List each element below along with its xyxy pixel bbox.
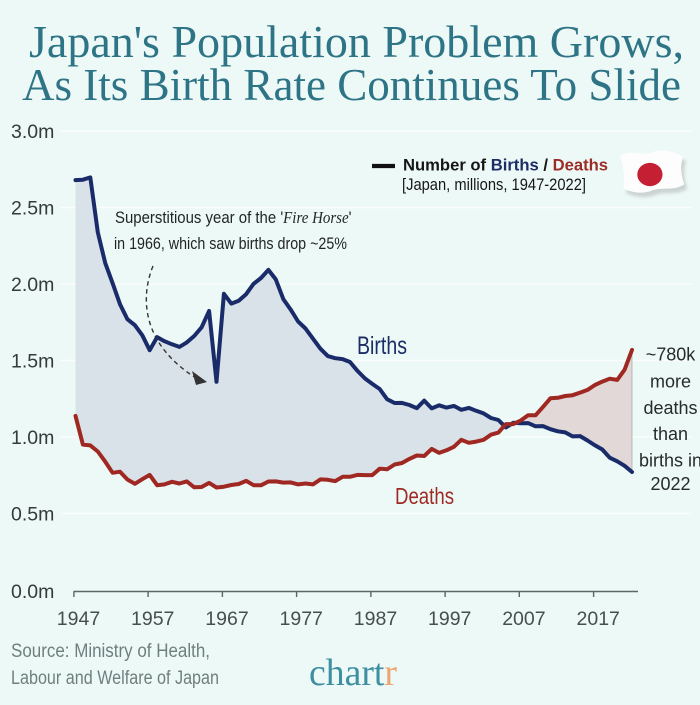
svg-text:1967: 1967: [205, 608, 248, 630]
svg-text:0.5m: 0.5m: [11, 504, 54, 526]
svg-text:~780k: ~780k: [646, 345, 697, 365]
svg-text:than: than: [653, 424, 688, 444]
svg-text:1987: 1987: [354, 608, 397, 630]
svg-text:Births: Births: [357, 332, 407, 360]
svg-text:births in: births in: [639, 451, 700, 471]
svg-text:0.0m: 0.0m: [11, 581, 54, 603]
svg-text:Labour and Welfare of Japan: Labour and Welfare of Japan: [11, 668, 219, 689]
svg-text:Source: Ministry of Health,: Source: Ministry of Health,: [11, 641, 210, 662]
svg-text:1957: 1957: [131, 608, 174, 630]
svg-text:2007: 2007: [502, 608, 545, 630]
svg-text:deaths: deaths: [643, 398, 697, 418]
svg-text:Japan's Population Problem Gro: Japan's Population Problem Grows,: [29, 16, 684, 67]
svg-text:in 1966, which saw births drop: in 1966, which saw births drop ~25%: [114, 235, 347, 253]
svg-text:3.0m: 3.0m: [11, 121, 54, 143]
svg-text:2.0m: 2.0m: [11, 274, 54, 296]
svg-text:2022: 2022: [650, 474, 690, 494]
svg-text:Number of Births / Deaths: Number of Births / Deaths: [403, 156, 608, 175]
svg-text:2.5m: 2.5m: [11, 198, 54, 220]
svg-text:1947: 1947: [57, 608, 100, 630]
svg-text:chartr: chartr: [309, 652, 397, 694]
svg-text:Deaths: Deaths: [395, 483, 454, 509]
svg-text:more: more: [650, 372, 691, 392]
svg-text:1977: 1977: [280, 608, 323, 630]
svg-text:1997: 1997: [428, 608, 471, 630]
svg-text:2017: 2017: [577, 608, 620, 630]
svg-text:1.0m: 1.0m: [11, 427, 54, 449]
svg-text:1.5m: 1.5m: [11, 351, 54, 373]
svg-text:[Japan, millions, 1947-2022]: [Japan, millions, 1947-2022]: [402, 175, 586, 194]
svg-text:Superstitious year of the 'Fir: Superstitious year of the 'Fire Horse': [115, 208, 352, 227]
svg-text:As Its Birth Rate Continues To: As Its Birth Rate Continues To Slide: [22, 59, 681, 110]
